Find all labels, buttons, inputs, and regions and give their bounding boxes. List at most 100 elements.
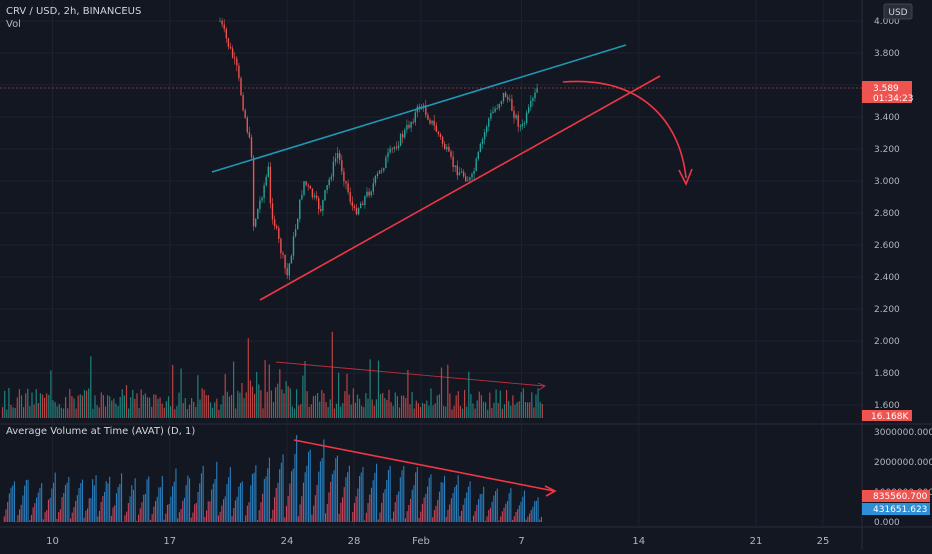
avat-bar	[187, 476, 188, 522]
volume-bar	[401, 396, 402, 418]
avat-bar	[300, 504, 301, 522]
volume-bar	[149, 397, 150, 418]
avat-bar	[141, 502, 142, 522]
avat-bar	[237, 497, 238, 522]
avat-bar	[441, 482, 442, 522]
avat-bar	[422, 504, 423, 522]
avat-bar	[194, 504, 195, 522]
avat-bar	[266, 477, 267, 522]
avat-bar	[249, 502, 250, 522]
avat-bar	[121, 473, 122, 522]
avat-bar	[198, 492, 199, 522]
avat-bar	[179, 512, 180, 522]
volume-bar	[76, 409, 77, 418]
candle-body	[501, 101, 502, 104]
volume-bar	[447, 365, 448, 418]
volume-bar	[178, 393, 179, 418]
volume-bar	[428, 406, 429, 418]
avat-bar	[128, 503, 129, 522]
avat-bar	[429, 478, 430, 522]
candle-body	[291, 256, 292, 264]
candle-body	[482, 139, 483, 144]
candle-body	[354, 206, 355, 208]
volume-bar	[134, 399, 135, 418]
avat-bar	[470, 481, 471, 522]
avat-bar	[252, 474, 253, 522]
avat-bar	[116, 493, 117, 522]
avat-bar	[189, 478, 190, 522]
volume-bar	[328, 407, 329, 418]
candle-body	[465, 176, 466, 181]
avat-bar	[356, 496, 357, 522]
symbol-title: CRV / USD, 2h, BINANCEUS	[6, 6, 141, 17]
volume-bar	[382, 393, 383, 418]
time-tick-label: 21	[750, 536, 763, 547]
avat-bar	[11, 488, 12, 522]
volume-bar	[252, 386, 253, 418]
candle-body	[494, 109, 495, 112]
volume-bar	[2, 407, 3, 418]
volume-bar	[514, 405, 515, 418]
avat-bar	[133, 490, 134, 522]
volume-bar	[193, 402, 194, 418]
volume-bar	[433, 405, 434, 418]
candle-body	[347, 183, 348, 192]
price-tick-label: 3.400	[874, 113, 900, 123]
avat-bar	[165, 514, 166, 522]
volume-bar	[141, 390, 142, 418]
avat-bar	[539, 520, 540, 522]
volume-bar	[210, 402, 211, 418]
candle-body	[373, 183, 374, 191]
candle-body	[404, 130, 405, 138]
candle-body	[234, 58, 235, 59]
candle-body	[287, 268, 288, 275]
candle-body	[371, 191, 372, 195]
candle-body	[228, 38, 229, 46]
currency-button-label[interactable]: USD	[888, 8, 907, 18]
volume-bar	[208, 395, 209, 418]
volume-bar	[67, 408, 68, 418]
candle-body	[282, 253, 283, 255]
volume-bar	[40, 393, 41, 418]
volume-bar	[202, 388, 203, 418]
avat-bar	[85, 511, 86, 522]
volume-bar	[199, 400, 200, 418]
avat-bar	[490, 508, 491, 522]
candle-body	[509, 99, 510, 100]
volume-bar	[120, 397, 121, 418]
candle-body	[320, 209, 321, 211]
candle-body	[398, 146, 399, 148]
volume-bar	[370, 359, 371, 418]
volume-bar	[479, 392, 480, 418]
candle-body	[528, 107, 529, 112]
avat-bar	[175, 468, 176, 522]
avat-bar	[92, 479, 93, 522]
avat-bar	[430, 474, 431, 522]
avat-bar	[480, 494, 481, 522]
candle-body	[318, 198, 319, 209]
avat-bar	[199, 483, 200, 522]
candle-body	[238, 65, 239, 78]
candle-body	[356, 208, 357, 214]
avat-bar	[106, 481, 107, 522]
volume-bar	[84, 390, 85, 418]
volume-bar	[500, 391, 501, 418]
volume-bar	[363, 407, 364, 418]
avat-bar	[48, 500, 49, 522]
volume-bar	[262, 408, 263, 418]
avat-bar	[145, 494, 146, 522]
candle-body	[297, 219, 298, 229]
avat-bar	[529, 513, 530, 522]
avat-bar	[201, 473, 202, 522]
volume-bar	[540, 402, 541, 418]
candle-body	[226, 29, 227, 38]
avat-bar	[135, 478, 136, 522]
candle-body	[486, 127, 487, 133]
avat-bar	[330, 482, 331, 522]
time-tick-label: 25	[817, 536, 830, 547]
avat-bar	[327, 504, 328, 522]
avat-bar	[162, 476, 163, 522]
candle-body	[299, 199, 300, 219]
avat-bar	[402, 470, 403, 522]
